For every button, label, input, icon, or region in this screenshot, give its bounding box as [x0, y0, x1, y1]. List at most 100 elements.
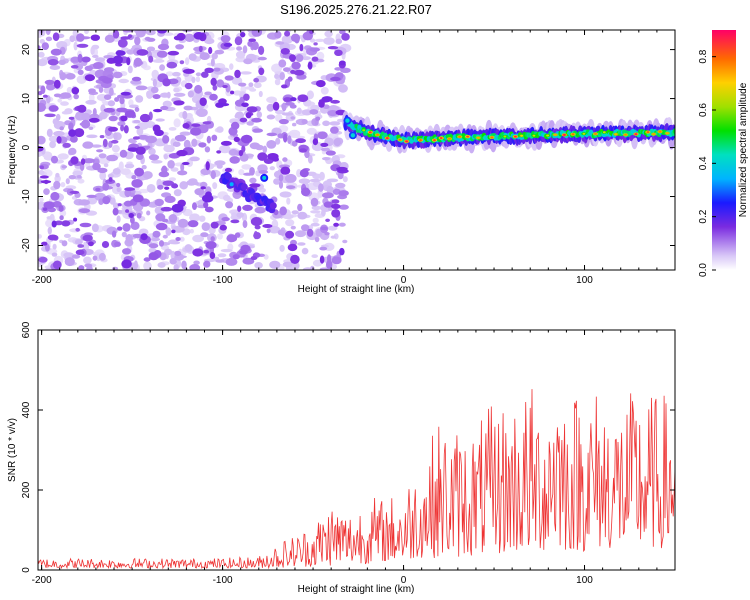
noise-blob [135, 153, 144, 160]
spectrogram-frame [37, 29, 676, 271]
noise-blob [284, 30, 291, 37]
noise-blob [124, 187, 136, 191]
colorbar-tick-label: 0.4 [698, 156, 709, 170]
x-tick-label: 0 [401, 575, 407, 586]
noise-blob [120, 36, 131, 40]
noise-blob [39, 39, 45, 44]
noise-blob [173, 92, 186, 97]
colorbar-tick-label: 0.2 [698, 209, 709, 223]
noise-blob [317, 131, 328, 140]
noise-blob [306, 127, 317, 135]
noise-blob [113, 132, 118, 140]
noise-blob [75, 249, 85, 256]
noise-blob [269, 260, 281, 269]
noise-blob [59, 126, 64, 131]
noise-blob [246, 106, 258, 113]
noise-blob [309, 38, 316, 43]
noise-blob [275, 137, 281, 145]
noise-blob [209, 251, 216, 260]
ridge-hot [362, 129, 366, 132]
noise-blob [175, 237, 181, 241]
noise-blob [293, 69, 305, 76]
noise-blob [286, 185, 296, 190]
ridge-hot [405, 140, 408, 143]
noise-blob [282, 213, 294, 220]
noise-blob [208, 46, 213, 55]
noise-blob [157, 184, 164, 190]
noise-blob [193, 32, 205, 40]
noise-blob [249, 177, 257, 184]
noise-blob [319, 255, 325, 264]
noise-blob [38, 256, 48, 263]
noise-blob [322, 157, 331, 161]
noise-blob [63, 252, 75, 258]
noise-blob [295, 230, 306, 238]
noise-blob [117, 203, 122, 207]
noise-blob [191, 138, 198, 147]
noise-blob [121, 259, 132, 269]
noise-blob [184, 82, 193, 90]
noise-blob [159, 64, 166, 71]
noise-blob [43, 201, 55, 210]
noise-blob [339, 60, 346, 66]
noise-blob [53, 79, 61, 89]
noise-blob [188, 53, 197, 61]
noise-blob [279, 206, 288, 216]
noise-blob [290, 116, 296, 120]
noise-blob [235, 111, 245, 119]
noise-blob [298, 178, 311, 184]
noise-blob [76, 33, 85, 42]
noise-blob [91, 44, 100, 50]
noise-blob [278, 59, 287, 68]
noise-blob [287, 135, 292, 145]
noise-blob [38, 135, 46, 145]
noise-blob [185, 112, 193, 119]
noise-blob [281, 112, 294, 116]
noise-blob [320, 142, 329, 147]
ridge-hot [652, 133, 656, 136]
noise-blob [291, 61, 301, 70]
noise-blob [239, 117, 248, 123]
noise-blob [97, 167, 108, 174]
noise-blob [201, 222, 210, 232]
noise-blob [307, 61, 313, 70]
noise-blob [61, 165, 68, 169]
noise-blob [247, 40, 253, 47]
noise-blob [230, 90, 235, 95]
noise-blob [120, 124, 125, 132]
noise-blob [248, 38, 256, 42]
noise-blob [148, 243, 159, 249]
noise-blob [306, 228, 314, 237]
noise-blob [301, 247, 309, 255]
noise-blob [251, 30, 263, 37]
noise-blob [301, 224, 310, 232]
noise-blob [158, 240, 165, 247]
ridge-hot [503, 135, 507, 138]
noise-blob [301, 56, 311, 61]
noise-blob [202, 121, 212, 125]
noise-blob [212, 182, 218, 190]
noise-blob [253, 82, 262, 89]
noise-blob [82, 234, 93, 242]
noise-blob [327, 110, 338, 117]
onset-core [345, 118, 350, 123]
noise-blob [193, 260, 200, 265]
ridge-hot [376, 133, 379, 136]
y-tick-label: 400 [21, 401, 32, 418]
noise-blob [103, 163, 109, 168]
noise-blob [134, 125, 141, 129]
noise-blob [44, 79, 55, 85]
noise-blob [275, 110, 285, 115]
snr-series-line [38, 389, 675, 570]
noise-blob [328, 207, 333, 211]
noise-blob [112, 168, 121, 175]
noise-blob [277, 229, 285, 236]
noise-blob [327, 46, 339, 50]
noise-blob [311, 254, 319, 258]
noise-blob [98, 153, 107, 159]
noise-blob [88, 88, 96, 94]
noise-blob [140, 233, 148, 241]
noise-blob [286, 197, 291, 205]
noise-blob [192, 248, 204, 257]
noise-blob [141, 30, 147, 34]
